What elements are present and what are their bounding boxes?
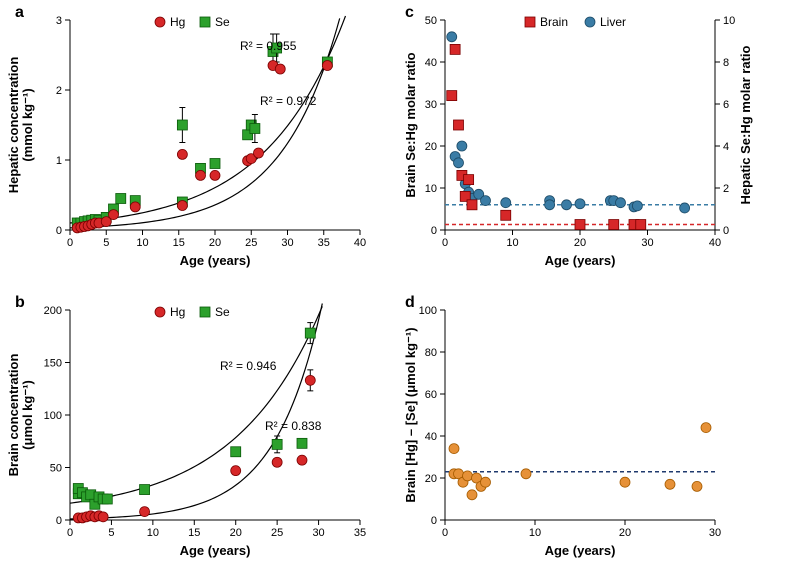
figure-container: a05101520253035400123Age (years)Hepatic … — [0, 0, 787, 573]
svg-text:Brain [Hg] – [Se] (μmol kg⁻¹): Brain [Hg] – [Se] (μmol kg⁻¹) — [403, 327, 418, 502]
svg-text:0: 0 — [56, 515, 62, 527]
svg-text:150: 150 — [44, 358, 62, 370]
svg-text:30: 30 — [425, 99, 437, 111]
svg-text:15: 15 — [173, 237, 185, 249]
svg-text:30: 30 — [281, 237, 293, 249]
svg-text:30: 30 — [709, 527, 721, 539]
svg-text:15: 15 — [188, 527, 200, 539]
svg-text:Age (years): Age (years) — [545, 543, 616, 558]
svg-text:35: 35 — [354, 527, 366, 539]
svg-text:4: 4 — [723, 141, 729, 153]
svg-text:0: 0 — [442, 527, 448, 539]
svg-text:20: 20 — [425, 473, 437, 485]
svg-text:80: 80 — [425, 347, 437, 359]
svg-text:R² = 0.955: R² = 0.955 — [240, 39, 297, 53]
panel-b: b 0 5 10 15 20 25 30 35 0 50 100 150 200 Age (years) Br… — [6, 294, 366, 558]
svg-text:10: 10 — [529, 527, 541, 539]
svg-text:0: 0 — [67, 527, 73, 539]
svg-text:3: 3 — [56, 15, 62, 27]
svg-text:Age (years): Age (years) — [545, 253, 616, 268]
svg-text:40: 40 — [354, 237, 366, 249]
svg-text:30: 30 — [641, 237, 653, 249]
svg-text:Se: Se — [215, 305, 230, 319]
svg-text:Age (years): Age (years) — [180, 253, 251, 268]
svg-text:Hg: Hg — [170, 305, 185, 319]
svg-text:R² = 0.946: R² = 0.946 — [220, 359, 277, 373]
svg-text:10: 10 — [723, 15, 735, 27]
svg-text:20: 20 — [425, 141, 437, 153]
svg-text:30: 30 — [312, 527, 324, 539]
svg-text:40: 40 — [425, 57, 437, 69]
svg-text:Hepatic concentration(mmol kg⁻: Hepatic concentration(mmol kg⁻¹) — [6, 57, 35, 194]
svg-text:R² = 0.972: R² = 0.972 — [260, 94, 317, 108]
svg-text:Age (years): Age (years) — [180, 543, 251, 558]
svg-text:2: 2 — [723, 183, 729, 195]
svg-text:Brain: Brain — [540, 15, 568, 29]
svg-text:Hg: Hg — [170, 15, 185, 29]
svg-text:Brain concentration(μmol kg⁻¹): Brain concentration(μmol kg⁻¹) — [6, 354, 35, 477]
svg-text:40: 40 — [425, 431, 437, 443]
svg-text:10: 10 — [425, 183, 437, 195]
svg-text:Se: Se — [215, 15, 230, 29]
svg-text:5: 5 — [103, 237, 109, 249]
svg-text:25: 25 — [271, 527, 283, 539]
svg-text:35: 35 — [318, 237, 330, 249]
svg-text:20: 20 — [574, 237, 586, 249]
svg-text:50: 50 — [425, 15, 437, 27]
panel-a: a 0 5 10 15 20 25 30 35 40 0 1 2 3 Age (years) Hepatic … — [6, 4, 366, 268]
svg-text:2: 2 — [56, 85, 62, 97]
svg-text:c: c — [405, 4, 414, 21]
svg-text:20: 20 — [209, 237, 221, 249]
svg-text:0: 0 — [723, 225, 729, 237]
svg-text:10: 10 — [506, 237, 518, 249]
svg-text:20: 20 — [230, 527, 242, 539]
svg-text:b: b — [15, 294, 25, 311]
svg-text:60: 60 — [425, 389, 437, 401]
svg-text:50: 50 — [50, 463, 62, 475]
svg-text:Hepatic Se:Hg molar ratio: Hepatic Se:Hg molar ratio — [738, 45, 753, 204]
panel-c: c010203040010203040500246810Age (years)B… — [403, 4, 753, 268]
svg-text:d: d — [405, 294, 415, 311]
svg-text:0: 0 — [56, 225, 62, 237]
svg-text:0: 0 — [431, 515, 437, 527]
svg-text:5: 5 — [108, 527, 114, 539]
svg-text:20: 20 — [619, 527, 631, 539]
svg-text:R² = 0.838: R² = 0.838 — [265, 419, 322, 433]
svg-text:200: 200 — [44, 305, 62, 317]
figure-svg: a05101520253035400123Age (years)Hepatic … — [0, 0, 787, 573]
svg-text:8: 8 — [723, 57, 729, 69]
svg-text:1: 1 — [56, 155, 62, 167]
svg-text:Liver: Liver — [600, 15, 626, 29]
svg-text:0: 0 — [431, 225, 437, 237]
svg-text:0: 0 — [442, 237, 448, 249]
svg-text:0: 0 — [67, 237, 73, 249]
svg-text:Brain Se:Hg molar ratio: Brain Se:Hg molar ratio — [403, 52, 418, 197]
svg-text:40: 40 — [709, 237, 721, 249]
panel-d: d 0 10 20 30 0 20 40 60 80 100 Age (years) Brain [Hg… — [403, 294, 721, 558]
svg-text:25: 25 — [245, 237, 257, 249]
svg-text:10: 10 — [147, 527, 159, 539]
svg-text:10: 10 — [136, 237, 148, 249]
svg-text:100: 100 — [44, 410, 62, 422]
svg-text:100: 100 — [419, 305, 437, 317]
svg-text:6: 6 — [723, 99, 729, 111]
svg-text:a: a — [15, 4, 24, 21]
